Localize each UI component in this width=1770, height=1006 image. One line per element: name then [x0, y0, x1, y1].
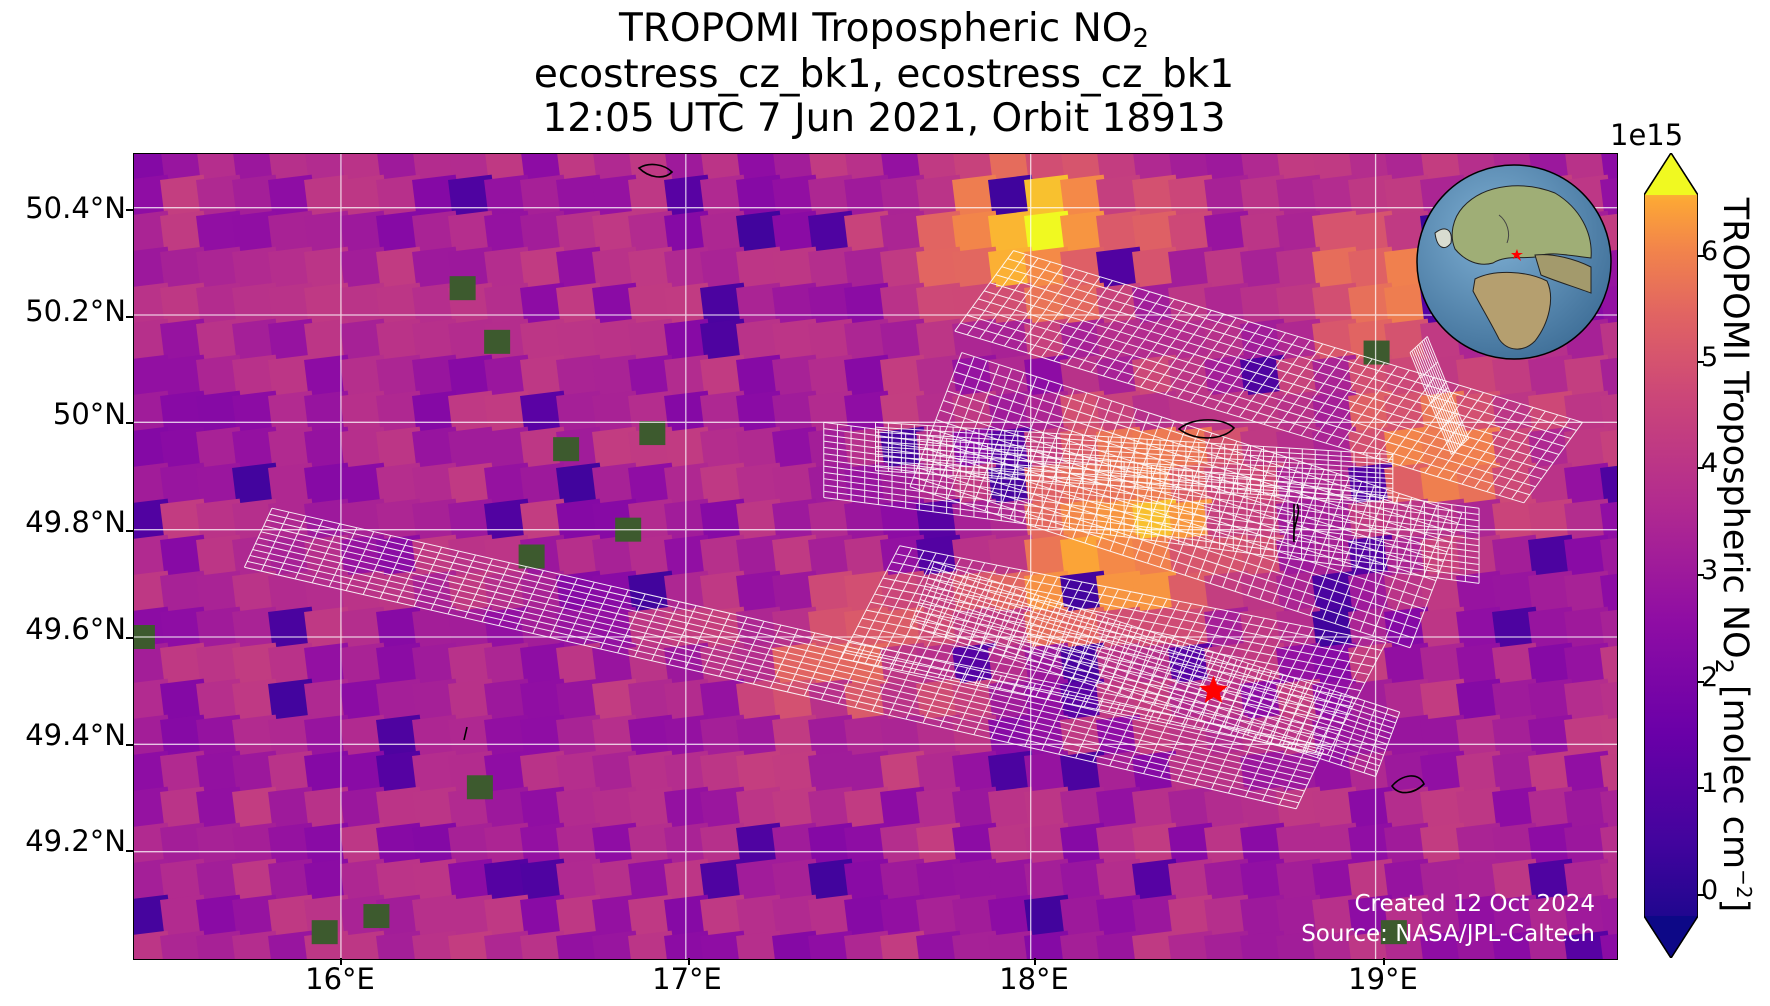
- colorbar-tick: 2: [1701, 662, 1719, 693]
- inset-globe: [1416, 164, 1612, 360]
- ecostress-swath: [954, 250, 1583, 504]
- colorbar-exponent: 1e15: [1610, 118, 1684, 152]
- ecostress-swath: [1409, 336, 1470, 455]
- colorbar-tick: 3: [1701, 555, 1719, 586]
- lon-label: 18°E: [999, 962, 1069, 996]
- no-data-pixel: [484, 329, 511, 354]
- lon-label: 19°E: [1348, 962, 1418, 996]
- lat-label: 50.2°N: [25, 294, 126, 328]
- source-credit: Source: NASA/JPL-Caltech: [1301, 921, 1595, 947]
- no-data-pixel: [1363, 340, 1390, 365]
- colorbar-tick: 1: [1701, 768, 1719, 799]
- globe-star-icon: [1511, 249, 1523, 261]
- no-data-pixel: [311, 920, 338, 945]
- ecostress-swath: [243, 507, 1325, 810]
- lat-label: 50°N: [52, 397, 126, 431]
- no2-map-canvas: [134, 154, 1617, 959]
- map-subtitle-time: 12:05 UTC 7 Jun 2021, Orbit 18913: [542, 96, 1226, 141]
- lat-label: 49.4°N: [25, 718, 126, 752]
- ecostress-swath: [840, 545, 1387, 756]
- colorbar-label: TROPOMI Tropospheric NO2 [molec cm−2]: [1710, 197, 1756, 913]
- no-data-pixel: [449, 276, 476, 301]
- colorbar-tick: 4: [1701, 448, 1719, 479]
- lat-label: 49.8°N: [25, 505, 126, 539]
- colorbar-tick: 5: [1701, 342, 1719, 373]
- map-subtitle-targets: ecostress_cz_bk1, ecostress_cz_bk1: [533, 52, 1235, 97]
- target-star-icon: [1199, 675, 1228, 703]
- lat-label: 49.2°N: [25, 824, 126, 858]
- lat-label: 49.6°N: [25, 612, 126, 646]
- no-data-pixel: [466, 775, 493, 800]
- map-title: TROPOMI Tropospheric NO2: [618, 6, 1150, 54]
- no-data-pixel: [363, 904, 390, 929]
- ecostress-swath: [823, 421, 1480, 584]
- ecostress-swath: [909, 352, 1463, 649]
- lon-label: 17°E: [652, 962, 722, 996]
- created-credit: Created 12 Oct 2024: [1354, 891, 1595, 917]
- lon-label: 16°E: [305, 962, 375, 996]
- no-data-pixel: [639, 421, 666, 446]
- colorbar-tick: 0: [1701, 875, 1719, 906]
- no2-map: Created 12 Oct 2024 Source: NASA/JPL-Cal…: [133, 153, 1618, 960]
- no-data-pixel: [553, 437, 580, 462]
- lat-label: 50.4°N: [25, 191, 126, 225]
- colorbar-tick: 6: [1701, 236, 1719, 267]
- colorbar: [1644, 153, 1698, 958]
- no-data-pixel: [518, 544, 545, 569]
- border-outlines: [463, 163, 1425, 794]
- no-data-pixel: [1380, 920, 1407, 945]
